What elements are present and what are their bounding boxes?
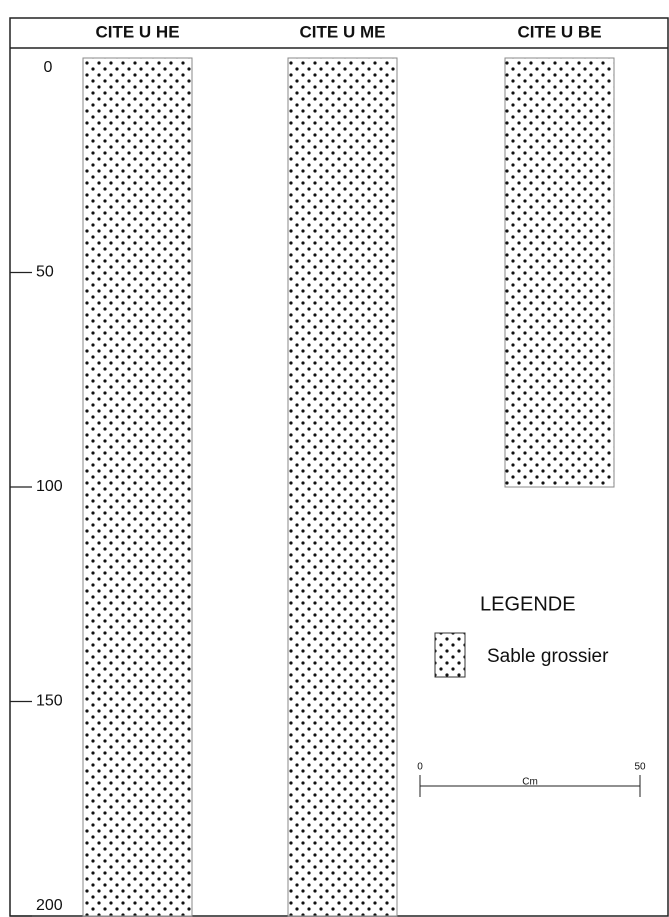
y-tick-label: 150 — [36, 693, 63, 710]
bar — [504, 57, 615, 488]
scale-tick-label: 0 — [417, 762, 423, 773]
scale-tick-label: 50 — [634, 762, 646, 773]
column-header: CITE U HE — [95, 22, 179, 41]
legend-swatch — [434, 632, 466, 678]
legend-title: LEGENDE — [480, 593, 576, 615]
y-tick-label: 50 — [36, 264, 54, 281]
scale-label: Cm — [522, 777, 538, 788]
bar — [82, 57, 193, 917]
column-header: CITE U ME — [300, 22, 386, 41]
y-tick-label: 100 — [36, 478, 63, 495]
bar — [287, 57, 398, 917]
y-tick-label: 0 — [44, 59, 53, 76]
y-tick-label: 200 — [36, 897, 63, 914]
column-header: CITE U BE — [517, 22, 601, 41]
legend-entry: Sable grossier — [487, 646, 609, 667]
